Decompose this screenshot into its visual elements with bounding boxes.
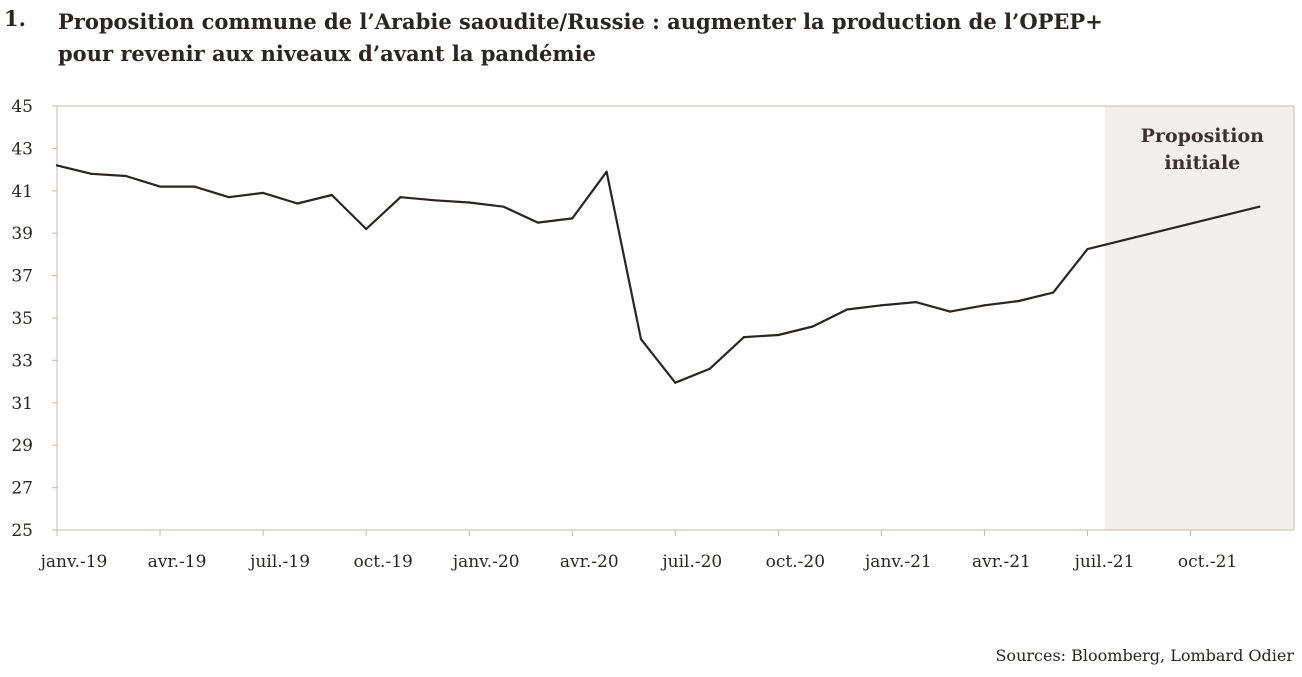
data-point (1017, 299, 1020, 303)
x-tick-label: janv.-19 (39, 552, 108, 572)
y-tick-label: 35 (11, 309, 33, 329)
x-tick-label: oct.-21 (1178, 552, 1237, 572)
data-point (296, 202, 299, 205)
y-tick-label: 41 (11, 182, 33, 202)
data-point (1086, 248, 1089, 251)
data-point (708, 367, 711, 370)
chart-title-line-2: pour revenir aux niveaux d’avant la pand… (58, 41, 596, 66)
series-line (55, 164, 1261, 384)
x-tick-label: juil.-21 (1073, 552, 1135, 572)
y-tick-label: 27 (11, 479, 33, 499)
data-point (502, 205, 505, 208)
data-point (365, 227, 368, 231)
data-point (811, 325, 814, 328)
data-point (124, 174, 127, 178)
x-tick-label: juil.-19 (248, 552, 310, 572)
data-point (468, 201, 471, 204)
x-tick-label: juil.-20 (660, 552, 722, 572)
x-tick-label: avr.-20 (560, 552, 619, 572)
data-point (845, 308, 849, 311)
y-tick-label: 31 (11, 394, 33, 414)
y-tick-label: 37 (11, 267, 33, 287)
x-tick-label: janv.-21 (863, 552, 932, 572)
data-point (193, 185, 196, 188)
data-point (1052, 291, 1055, 294)
data-point (55, 164, 59, 167)
shaded-region-layer: Proposition initiale (1104, 106, 1294, 530)
x-tick-label: avr.-19 (148, 552, 207, 572)
data-point (605, 170, 608, 173)
data-point (1258, 205, 1261, 208)
chart-number: 1. (4, 6, 26, 31)
data-point (949, 310, 952, 313)
shaded-region (1104, 106, 1294, 530)
data-point (777, 333, 780, 337)
chart-title: Proposition commune de l’Arabie saoudite… (58, 6, 1258, 70)
axes-layer: 25 27 29 31 33 35 37 39 41 43 45 janv.-19 avr.-19 jui… (11, 97, 1295, 572)
data-point (880, 304, 883, 307)
shaded-region-label-line: Proposition (1141, 125, 1265, 147)
data-point (639, 338, 643, 341)
data-point (433, 199, 436, 202)
data-point (674, 381, 677, 384)
data-point (330, 193, 333, 197)
y-tick-label: 25 (11, 521, 33, 541)
data-point (90, 172, 93, 175)
line-chart: Proposition initiale 25 27 29 31 33 35 37 39 41 43… (11, 97, 1295, 572)
y-tick-label: 45 (11, 97, 33, 117)
x-tick-label: avr.-21 (972, 552, 1031, 572)
data-point (742, 335, 746, 339)
data-point (536, 221, 540, 224)
series-layer (55, 164, 1261, 384)
x-tick-label: oct.-20 (766, 552, 825, 572)
shaded-region-label-line: initiale (1164, 152, 1240, 174)
x-tick-label: oct.-19 (353, 552, 412, 572)
data-point (227, 196, 230, 199)
x-tick-label: janv.-20 (451, 552, 520, 572)
source-note: Sources: Bloomberg, Lombard Odier (995, 646, 1294, 665)
data-point (399, 196, 402, 199)
data-point (914, 301, 917, 304)
data-point (262, 191, 265, 195)
data-point (983, 304, 986, 307)
y-tick-label: 33 (11, 351, 33, 371)
y-tick-label: 43 (11, 139, 33, 159)
chart-title-line-1: Proposition commune de l’Arabie saoudite… (58, 9, 1103, 34)
y-tick-label: 29 (11, 436, 33, 456)
data-point (158, 185, 162, 188)
y-tick-label: 39 (11, 224, 33, 244)
data-point (571, 217, 574, 220)
